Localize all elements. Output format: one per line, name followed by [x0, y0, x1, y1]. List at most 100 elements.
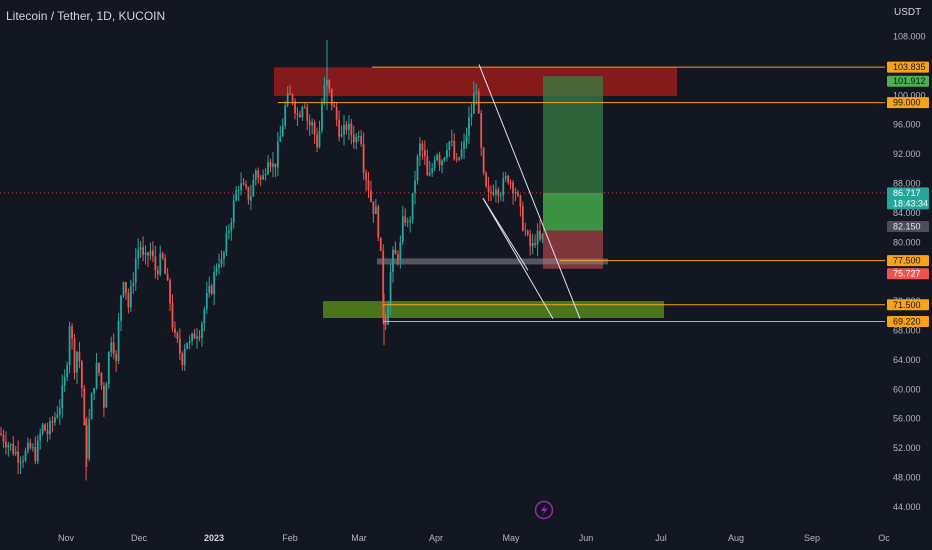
candle-body: [63, 376, 66, 386]
candle-body: [254, 170, 257, 180]
y-tick-label: 96.000: [893, 120, 921, 130]
y-tick-label: 64.000: [893, 355, 921, 365]
candle-body: [272, 163, 274, 167]
candle-body: [438, 154, 441, 166]
price-tag-bg: [887, 61, 929, 73]
candle-body: [61, 385, 64, 409]
candle-body: [463, 141, 465, 149]
candle-body: [387, 306, 389, 325]
candle-body: [389, 271, 392, 307]
candle-body: [289, 93, 291, 95]
candle-body: [274, 163, 277, 168]
price-tag: 99.000: [887, 97, 929, 109]
candle-body: [340, 134, 343, 137]
wedge-line: [478, 64, 581, 319]
candle-body: [107, 352, 110, 384]
candle-body: [384, 317, 387, 325]
candle-body: [502, 178, 505, 196]
price-tag-label: 75.727: [893, 269, 921, 279]
price-tag-label: 99.000: [893, 98, 921, 108]
candle-body: [9, 444, 12, 446]
price-tag: 75.727: [887, 268, 929, 280]
candle-body: [482, 148, 485, 173]
candle-body: [411, 192, 414, 220]
candle-body: [105, 383, 108, 408]
x-tick-label: Oc: [878, 533, 890, 543]
y-tick-label: 44.000: [893, 502, 921, 512]
candle-body: [338, 119, 340, 137]
candle-body: [433, 159, 436, 169]
candle-body: [110, 342, 113, 353]
candle-body: [156, 270, 159, 275]
candle-body: [423, 150, 426, 157]
candle-body: [147, 252, 149, 256]
candle-body: [279, 136, 282, 142]
price-tag-label: 101.912: [893, 76, 926, 86]
candle-body: [536, 230, 539, 245]
candle-body: [230, 222, 233, 231]
candle-body: [201, 323, 203, 339]
candle-body: [196, 336, 198, 339]
candle-body: [448, 141, 451, 150]
candle-body: [5, 441, 7, 448]
zones-layer: [0, 67, 885, 319]
candle-body: [154, 256, 157, 271]
candle-body: [250, 196, 252, 201]
chart-title: Litecoin / Tether, 1D, KUCOIN: [6, 9, 166, 23]
x-tick-label: Mar: [351, 533, 367, 543]
candle-body: [487, 186, 490, 192]
candle-body: [7, 445, 10, 448]
price-tag-label: 82.150: [893, 221, 921, 231]
candle-body: [416, 156, 419, 181]
x-tick-label: Feb: [282, 533, 298, 543]
lightning-icon[interactable]: [534, 500, 554, 520]
currency-label: USDT: [894, 7, 922, 18]
price-tag-bg: [887, 299, 929, 311]
candle-body: [2, 434, 5, 442]
candle-body: [240, 183, 242, 191]
candle-body: [450, 140, 453, 142]
candle-body: [428, 172, 431, 176]
candle-body: [308, 120, 311, 126]
y-tick-label: 68.000: [893, 326, 921, 336]
candle-body: [318, 130, 321, 148]
candle-body: [73, 338, 76, 373]
candle-body: [458, 157, 461, 160]
candle-body: [365, 172, 367, 181]
candle-body: [39, 433, 42, 441]
candle-body: [169, 280, 171, 304]
candle-body: [117, 320, 120, 361]
candle-body: [237, 190, 240, 192]
candle-body: [406, 221, 409, 223]
candle-body: [453, 140, 456, 160]
candle-body: [446, 149, 448, 158]
candle-body: [129, 286, 132, 308]
candle-body: [232, 200, 235, 223]
candle-body: [379, 237, 382, 251]
candle-body: [19, 461, 22, 463]
candle-body: [88, 419, 91, 459]
time-axis[interactable]: Nov Dec 2023 Feb Mar Apr May Jun Jul Aug Sep Oc: [58, 533, 890, 543]
candle-body: [507, 176, 510, 183]
candle-body: [24, 450, 27, 461]
candle-body: [134, 258, 137, 283]
candle-body: [41, 424, 44, 434]
candle-body: [227, 230, 230, 233]
x-tick-label: Dec: [131, 533, 148, 543]
x-tick-label: Aug: [728, 533, 744, 543]
candle-body: [115, 354, 118, 361]
candle-body: [90, 393, 93, 420]
candle-body: [348, 123, 350, 130]
candle-body: [80, 361, 83, 389]
candle-body: [465, 135, 468, 142]
candle-body: [335, 107, 338, 120]
candle-body: [333, 105, 336, 108]
candle-body: [132, 282, 135, 287]
candle-body: [443, 157, 446, 161]
candle-body: [372, 201, 375, 215]
candle-body: [122, 282, 125, 296]
candle-body: [414, 180, 416, 193]
candle-body: [517, 192, 519, 196]
